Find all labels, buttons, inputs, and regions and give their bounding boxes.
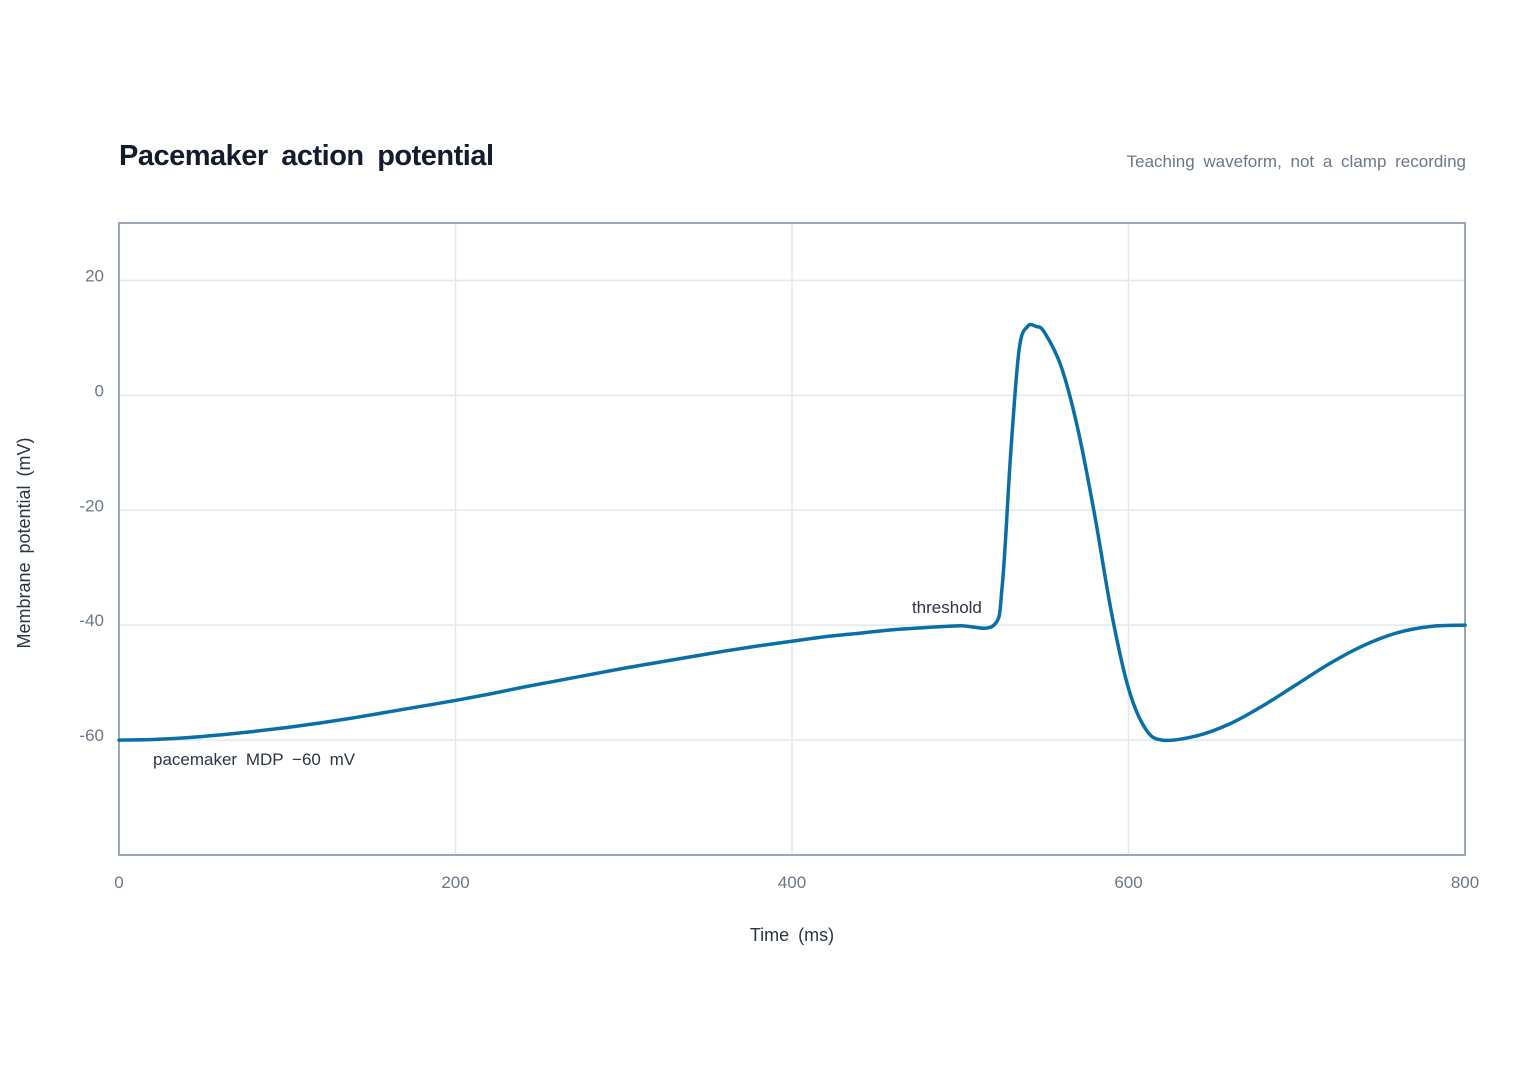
annotation-threshold: threshold (912, 598, 982, 617)
x-tick-label: 400 (778, 873, 806, 892)
annotation-mdp: pacemaker MDP −60 mV (153, 750, 356, 769)
x-tick-label: 800 (1451, 873, 1479, 892)
y-axis-ticks: -60 -40 -20 0 20 (79, 266, 104, 745)
x-tick-label: 200 (441, 873, 469, 892)
y-tick-label: -60 (79, 726, 104, 745)
x-axis-label: Time (ms) (750, 925, 834, 945)
x-tick-label: 600 (1114, 873, 1142, 892)
chart-title: Pacemaker action potential (119, 140, 494, 172)
y-axis-label: Membrane potential (mV) (14, 437, 34, 648)
plot-frame (118, 222, 1466, 856)
x-axis-ticks: 0 200 400 600 800 (114, 873, 1479, 892)
y-tick-label: -20 (79, 496, 104, 515)
y-tick-label: -40 (79, 611, 104, 630)
y-tick-label: 20 (85, 266, 104, 285)
series-line-membrane-potential (117, 322, 1467, 743)
y-tick-label: 0 (95, 381, 104, 400)
x-tick-label: 0 (114, 873, 123, 892)
chart-subtitle: Teaching waveform, not a clamp recording (1126, 152, 1466, 171)
